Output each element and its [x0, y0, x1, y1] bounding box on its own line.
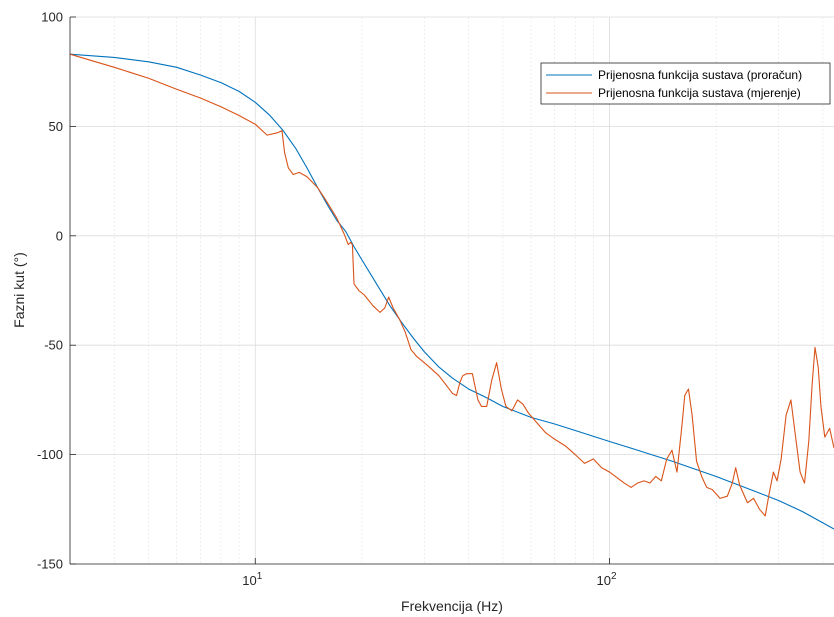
x-tick-label: 102 — [597, 571, 617, 588]
y-tick-label: 50 — [49, 119, 63, 134]
y-tick-label: -100 — [37, 447, 63, 462]
y-tick-label: 100 — [41, 10, 63, 25]
x-axis-label: Frekvencija (Hz) — [401, 598, 503, 614]
series-line-mjerenje — [69, 53, 834, 517]
y-tick-label: -150 — [37, 557, 63, 572]
y-axis-label: Fazni kut (°) — [11, 252, 27, 328]
legend-entry-mjerenje: Prijenosna funkcija sustava (mjerenje) — [598, 86, 801, 100]
x-tick-labels: 101 102 — [242, 571, 617, 588]
y-tick-labels: -150 -100 -50 0 50 100 — [37, 10, 63, 572]
axes — [69, 16, 834, 565]
series-layer — [69, 53, 834, 530]
legend: Prijenosna funkcija sustava (proračun) P… — [540, 62, 831, 105]
series-line-proracun — [69, 53, 834, 530]
y-tick-label: 0 — [56, 228, 63, 243]
y-tick-label: -50 — [44, 338, 63, 353]
legend-box — [540, 62, 831, 105]
legend-entry-proracun: Prijenosna funkcija sustava (proračun) — [598, 68, 802, 82]
x-tick-label: 101 — [242, 571, 262, 588]
